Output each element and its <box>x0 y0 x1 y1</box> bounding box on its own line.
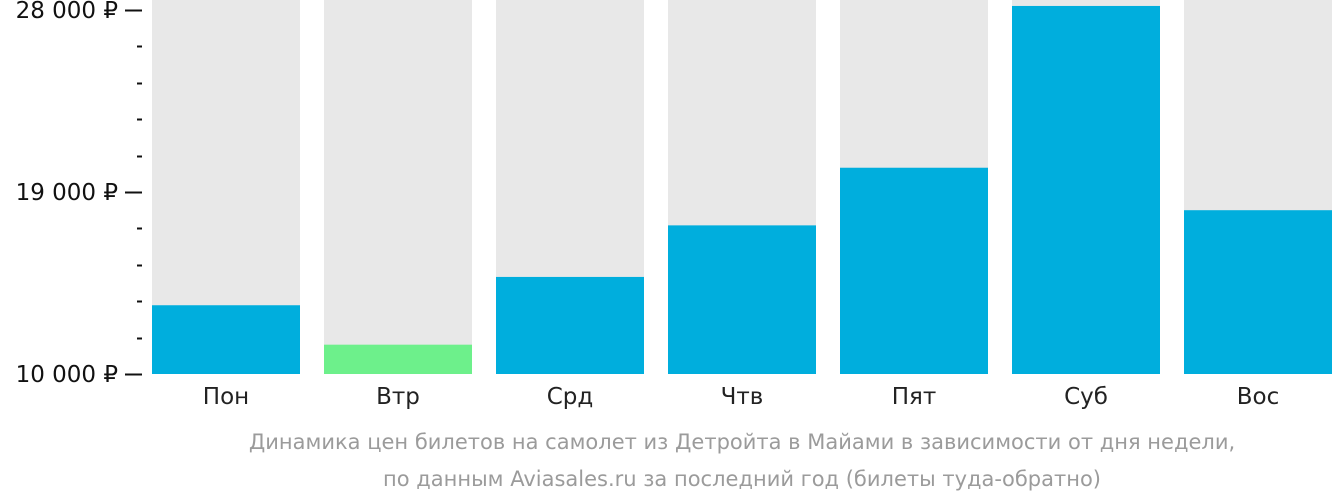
x-tick-label: Втр <box>376 384 420 410</box>
y-axis: 10 000 ₽ 19 000 ₽ 28 000 ₽ <box>16 0 142 388</box>
bar-1 <box>152 305 300 374</box>
chart-caption-line-1: Динамика цен билетов на самолет из Детро… <box>248 430 1236 454</box>
bar-3 <box>496 276 644 374</box>
y-tick-label: 10 000 ₽ <box>16 362 118 388</box>
x-tick-label: Суб <box>1064 384 1108 410</box>
x-tick-label: Пят <box>892 384 937 410</box>
bar-4 <box>668 225 816 374</box>
x-tick-label: Срд <box>547 384 594 410</box>
x-tick-label: Вос <box>1237 384 1280 410</box>
bar-2 <box>324 344 472 374</box>
y-tick-label: 19 000 ₽ <box>16 180 118 206</box>
x-axis: Пон Втр Срд Чтв Пят Суб Вос <box>203 384 1279 410</box>
bars <box>152 5 1332 374</box>
x-tick-label: Чтв <box>721 384 764 410</box>
bar-7 <box>1184 210 1332 374</box>
bar-track-2 <box>324 0 472 374</box>
x-tick-label: Пон <box>203 384 249 410</box>
bar-5 <box>840 167 988 374</box>
y-tick-label: 28 000 ₽ <box>16 0 118 24</box>
price-by-weekday-chart: 10 000 ₽ 19 000 ₽ 28 000 ₽ Пон Втр Срд Чтв Пят… <box>16 0 1332 410</box>
chart-caption-line-2: по данным Aviasales.ru за последний год … <box>383 467 1101 491</box>
bar-6 <box>1012 5 1160 374</box>
